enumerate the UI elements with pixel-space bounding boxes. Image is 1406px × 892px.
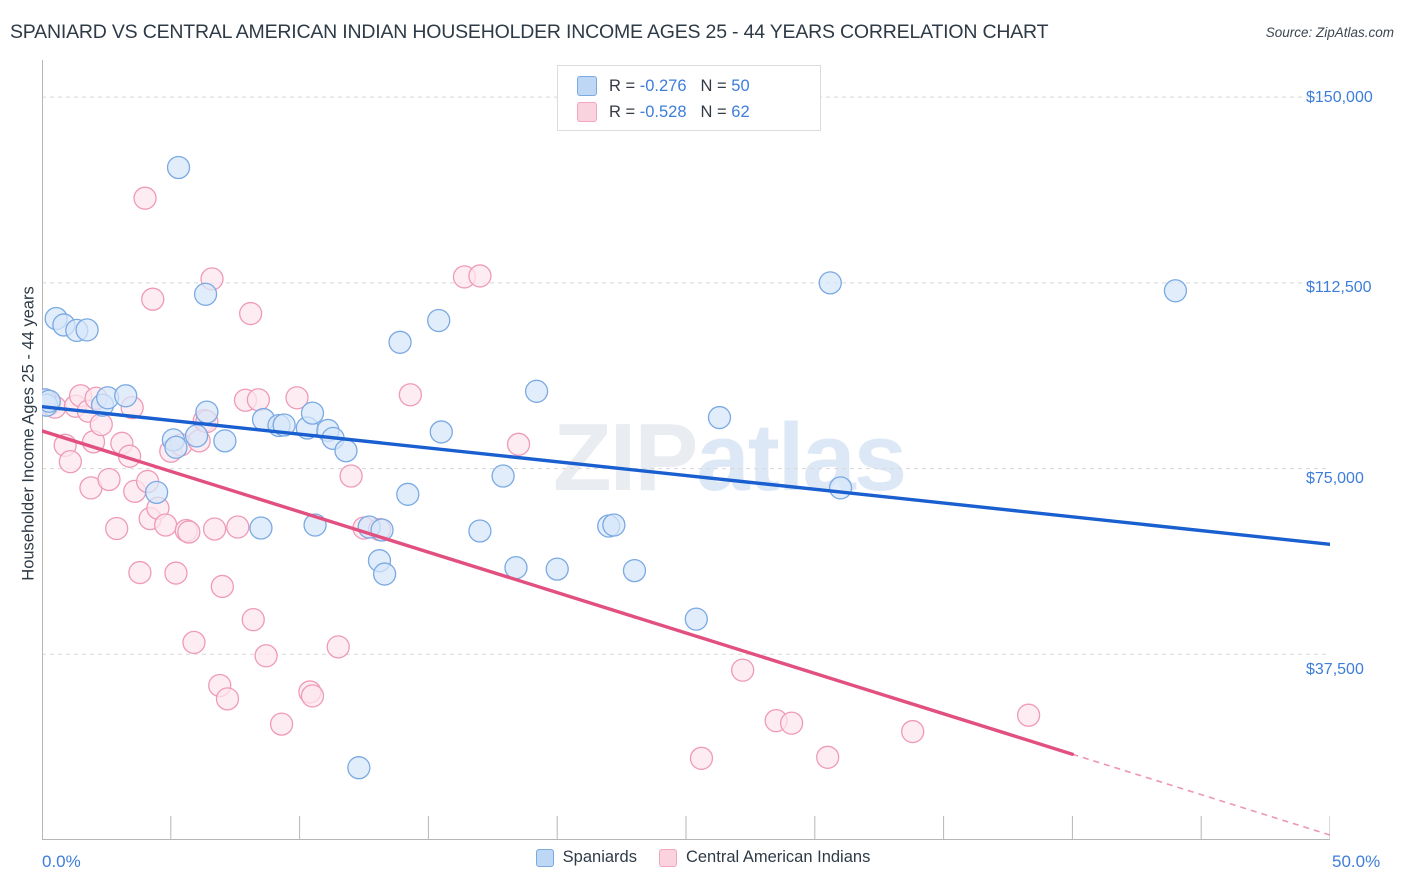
data-point (249, 516, 273, 540)
legend-swatch-spaniards (577, 76, 597, 96)
data-point (105, 516, 129, 541)
x-tick-label-min: 0.0% (42, 852, 81, 871)
data-point (184, 424, 209, 448)
scatter-plot-svg (42, 60, 1330, 840)
correlation-row-central-american-indians: R = -0.528 N = 62 (558, 99, 820, 125)
y-tick-label-150000: $150,000 (1306, 89, 1373, 106)
data-point (491, 464, 515, 488)
data-point (246, 388, 271, 412)
data-point (731, 658, 755, 682)
x-tick-marks (42, 816, 1330, 840)
axis-lines (42, 60, 1330, 840)
data-point (779, 711, 804, 735)
data-point (828, 476, 853, 500)
y-tick-label-37500: $37,500 (1306, 661, 1364, 678)
data-point (602, 513, 626, 537)
trendline-central-american-indians (42, 429, 1330, 836)
data-point (684, 607, 708, 631)
data-point (334, 439, 358, 463)
data-point (75, 318, 99, 342)
legend-item-central-american-indians[interactable]: Central American Indians (658, 848, 871, 867)
data-point (128, 560, 152, 585)
data-point (114, 384, 138, 408)
data-point (504, 555, 528, 580)
data-point (195, 400, 219, 424)
data-point (97, 467, 121, 492)
legend-marker-central-american-indians (658, 848, 677, 867)
data-point (133, 186, 157, 210)
data-point (89, 412, 113, 437)
correlation-row-spaniards: R = -0.276 N = 50 (558, 73, 820, 99)
data-point (166, 155, 191, 180)
legend-label-spaniards: Spaniards (562, 848, 637, 866)
trendline-spaniards (42, 404, 1330, 547)
y-tick-label-112500: $112,500 (1306, 279, 1372, 296)
data-point (300, 401, 325, 425)
trendline-solid-segment (42, 429, 1075, 756)
data-point (689, 746, 714, 770)
data-point (429, 420, 453, 444)
data-point (226, 515, 250, 539)
data-point (269, 712, 294, 736)
data-point (901, 719, 925, 744)
data-point (154, 513, 178, 537)
data-points-spaniards (42, 155, 1188, 780)
data-point (141, 287, 165, 311)
plot-area (42, 60, 1330, 840)
data-point (816, 745, 840, 769)
data-point (396, 482, 420, 506)
y-axis-title: Householder Income Ages 25 - 44 years (19, 286, 38, 581)
data-point (254, 644, 278, 668)
data-point (177, 520, 201, 544)
page-title: SPANIARD VS CENTRAL AMERICAN INDIAN HOUS… (10, 21, 1049, 43)
data-point (707, 405, 732, 430)
y-tick-label-75000: $75,000 (1306, 470, 1364, 487)
data-point (193, 282, 218, 306)
x-tick-label-max: 50.0% (1332, 852, 1381, 871)
legend-swatch-central-american-indians (577, 102, 597, 122)
data-point (239, 301, 263, 326)
data-point (164, 435, 188, 459)
source-label: Source: ZipAtlas.com (1265, 25, 1394, 40)
trendline-dashed-extension (1072, 753, 1330, 836)
data-point (210, 574, 234, 599)
data-point (524, 379, 549, 403)
legend-label-central-american-indians: Central American Indians (685, 848, 871, 866)
data-point (818, 271, 842, 295)
data-point (427, 308, 451, 333)
data-point (144, 480, 169, 504)
data-point (1163, 279, 1188, 303)
data-point (58, 449, 82, 474)
correlation-text-spaniards: R = -0.276 N = 50 (609, 76, 750, 95)
data-point (506, 432, 531, 456)
data-point (182, 630, 206, 655)
data-point (388, 330, 412, 354)
data-point (213, 429, 237, 453)
data-point (372, 562, 397, 586)
legend-item-spaniards[interactable]: Spaniards (535, 848, 637, 867)
data-point (202, 517, 227, 541)
correlation-legend: R = -0.276 N = 50 R = -0.528 N = 62 (557, 65, 821, 131)
data-point (215, 687, 240, 711)
legend-marker-spaniards (535, 848, 554, 867)
data-point (326, 635, 350, 659)
data-point (241, 607, 265, 632)
series-legend: Spaniards Central American Indians (0, 848, 1406, 867)
data-point (347, 756, 371, 780)
data-point (545, 557, 569, 581)
trendline-solid-segment (42, 404, 1330, 547)
data-point (468, 264, 492, 288)
data-point (300, 684, 325, 708)
data-point (622, 558, 647, 583)
data-point (398, 383, 423, 407)
data-point (285, 386, 309, 410)
data-point (164, 561, 188, 585)
gridlines (42, 96, 1330, 655)
data-point (339, 464, 363, 488)
correlation-text-central-american-indians: R = -0.528 N = 62 (609, 102, 750, 121)
data-point (1016, 703, 1041, 727)
data-point (468, 519, 492, 543)
